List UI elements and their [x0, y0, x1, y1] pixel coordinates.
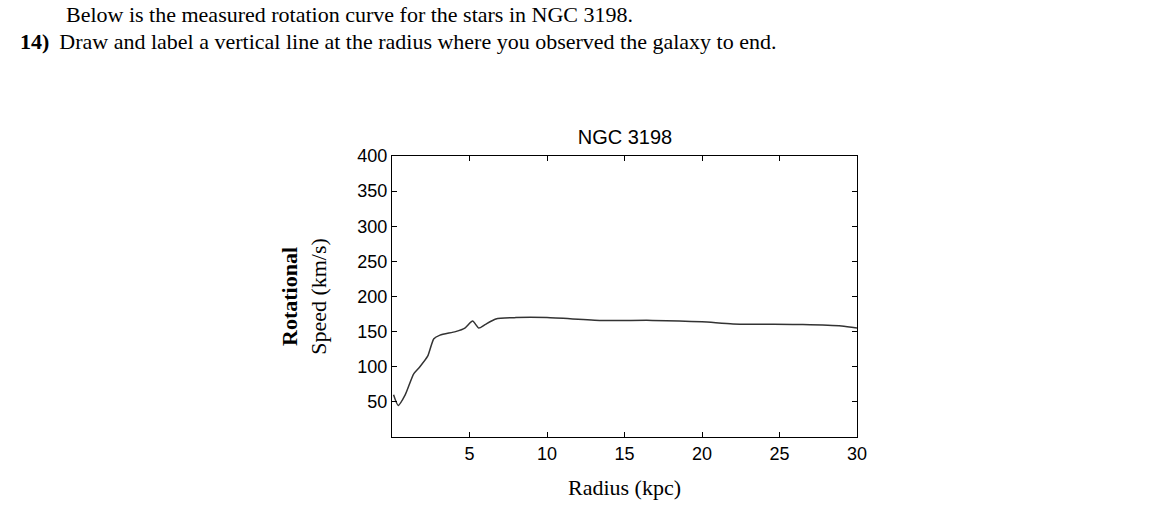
- svg-text:250: 250: [357, 252, 387, 272]
- svg-text:20: 20: [692, 444, 712, 464]
- html-text:Draw and label a vertical line: Draw and label a vertical line at the ra…: [59, 29, 777, 54]
- svg-text:15: 15: [614, 444, 634, 464]
- svg-text:10: 10: [537, 444, 557, 464]
- svg-text:200: 200: [357, 287, 387, 307]
- html-text:Below is the measured rotation: Below is the measured rotation curve for…: [66, 2, 633, 27]
- svg-text:400: 400: [357, 146, 387, 166]
- svg-text:150: 150: [357, 322, 387, 342]
- svg-text:Radius (kpc): Radius (kpc): [568, 475, 681, 500]
- svg-text:NGC 3198: NGC 3198: [578, 126, 673, 148]
- svg-text:30: 30: [847, 444, 867, 464]
- svg-text:100: 100: [357, 357, 387, 377]
- svg-text:350: 350: [357, 181, 387, 201]
- svg-text:50: 50: [367, 392, 387, 412]
- svg-text:5: 5: [464, 444, 474, 464]
- svg-text:300: 300: [357, 217, 387, 237]
- svg-text:RotationalSpeed (km/s): RotationalSpeed (km/s): [277, 238, 331, 355]
- html-text:14): 14): [20, 29, 50, 54]
- svg-text:25: 25: [769, 444, 789, 464]
